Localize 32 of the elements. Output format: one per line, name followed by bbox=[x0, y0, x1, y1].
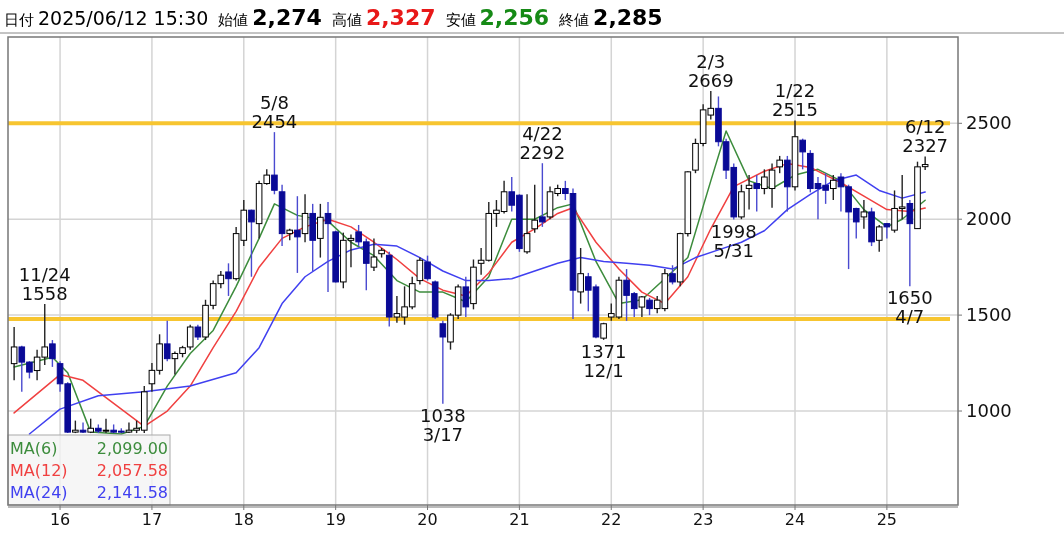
xtick: 17 bbox=[141, 510, 163, 529]
title: 日付 2025/06/12 15:30 始値 2,274 高値 2,327 安値 2,256 終値 2,285 bbox=[4, 5, 663, 30]
annotation: 2327 bbox=[902, 135, 949, 157]
ytick: 2500 bbox=[966, 112, 1012, 134]
xtick: 24 bbox=[784, 510, 806, 529]
annotation: 1558 bbox=[21, 283, 68, 304]
annotation: 1998 bbox=[710, 220, 757, 242]
xtick: 18 bbox=[233, 510, 254, 529]
annotation: 2515 bbox=[772, 99, 818, 121]
xtick: 23 bbox=[692, 510, 714, 529]
annotation: 5/31 bbox=[713, 239, 754, 261]
ytick: 2000 bbox=[966, 208, 1012, 230]
xtick: 21 bbox=[509, 510, 530, 529]
annotation: 2/3 bbox=[696, 50, 726, 72]
annotation: 1038 bbox=[419, 404, 466, 426]
annotation: 2292 bbox=[519, 142, 566, 164]
xtick: 16 bbox=[49, 510, 71, 529]
annotation: 12/1 bbox=[583, 359, 624, 381]
xtick: 25 bbox=[876, 510, 898, 529]
annotation: 1/22 bbox=[774, 80, 816, 102]
annotation: 2669 bbox=[687, 69, 734, 91]
xtick: 22 bbox=[601, 510, 622, 529]
annotation: 1371 bbox=[580, 340, 627, 362]
annotation: 4/22 bbox=[522, 123, 563, 145]
annotation: 1650 bbox=[886, 287, 933, 309]
annotation: 11/24 bbox=[18, 264, 71, 285]
annotation: 5/8 bbox=[259, 92, 289, 114]
xtick: 20 bbox=[417, 510, 438, 529]
xtick: 19 bbox=[325, 510, 346, 529]
ytick: 1000 bbox=[966, 400, 1012, 421]
ytick: 1500 bbox=[966, 304, 1012, 326]
annotation: 3/17 bbox=[422, 423, 464, 445]
